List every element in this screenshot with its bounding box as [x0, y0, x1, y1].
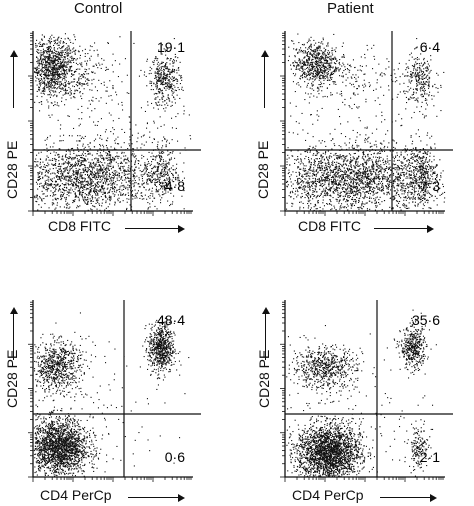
- quadrant-value-upper-right: 6·4: [420, 39, 440, 55]
- x-axis-label: CD8 FITC: [48, 218, 111, 234]
- quadrant-value-upper-right: 48·4: [157, 312, 185, 328]
- y-axis-arrow: [261, 307, 270, 360]
- event-dots: [33, 33, 192, 212]
- x-axis-arrow: [128, 493, 185, 502]
- quadrant-value-lower-right: 2·1: [420, 449, 440, 465]
- y-axis-label: CD28 PE: [256, 349, 272, 408]
- x-axis-label: CD4 PerCp: [40, 487, 112, 503]
- x-axis-label: CD4 PerCp: [292, 487, 364, 503]
- y-axis-arrow: [9, 307, 18, 360]
- column-title-control: Control: [74, 0, 123, 17]
- quadrant-value-upper-right: 35·6: [412, 312, 440, 328]
- x-axis-arrow: [380, 493, 437, 502]
- column-title-patient: Patient: [327, 0, 374, 17]
- y-axis-label: CD28 PE: [4, 140, 20, 199]
- y-axis-label: CD28 PE: [255, 140, 271, 199]
- y-axis-arrow: [260, 50, 269, 108]
- y-axis-label: CD28 PE: [4, 349, 20, 408]
- quadrant-value-lower-right: 0·6: [165, 449, 185, 465]
- x-axis-arrow: [374, 224, 434, 233]
- event-dots: [33, 312, 190, 477]
- event-dots: [286, 309, 437, 478]
- quadrant-value-upper-right: 19·1: [157, 39, 185, 55]
- x-axis-arrow: [125, 224, 185, 233]
- quadrant-value-lower-right: 7·3: [420, 178, 440, 194]
- quadrant-value-lower-right: 4·8: [165, 178, 185, 194]
- x-axis-label: CD8 FITC: [298, 218, 361, 234]
- y-axis-arrow: [9, 50, 18, 108]
- event-dots: [285, 33, 446, 212]
